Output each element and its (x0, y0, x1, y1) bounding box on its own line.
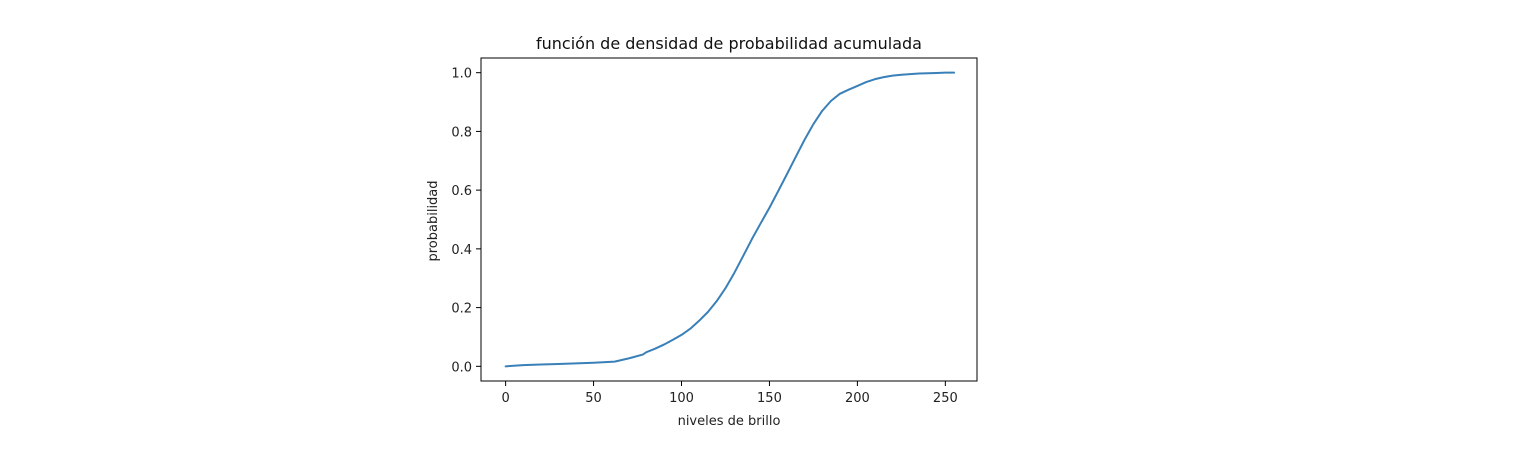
y-tick-label: 0.8 (451, 125, 472, 140)
x-tick-label: 200 (845, 391, 870, 406)
plot-area (504, 71, 956, 368)
chart-title: función de densidad de probabilidad acum… (536, 34, 922, 53)
y-tick-label: 0.0 (451, 360, 472, 375)
y-axis: 0.0 0.2 0.4 0.6 0.8 1.0 (451, 67, 481, 375)
axes-frame (480, 57, 978, 382)
y-tick-label: 0.2 (451, 302, 472, 317)
x-tick-label: 50 (585, 391, 602, 406)
x-axis: 0 50 100 150 200 250 (501, 381, 958, 406)
x-tick-label: 250 (933, 391, 958, 406)
x-tick-label: 0 (501, 391, 509, 406)
x-tick-label: 100 (669, 391, 694, 406)
y-tick-label: 0.4 (451, 243, 472, 258)
x-axis-label: niveles de brillo (678, 414, 781, 429)
x-tick-label: 150 (757, 391, 782, 406)
y-tick-label: 0.6 (451, 184, 472, 199)
cdf-line-series-0 (504, 71, 956, 368)
y-tick-label: 1.0 (451, 67, 472, 82)
y-axis-label: probabilidad (426, 180, 441, 261)
